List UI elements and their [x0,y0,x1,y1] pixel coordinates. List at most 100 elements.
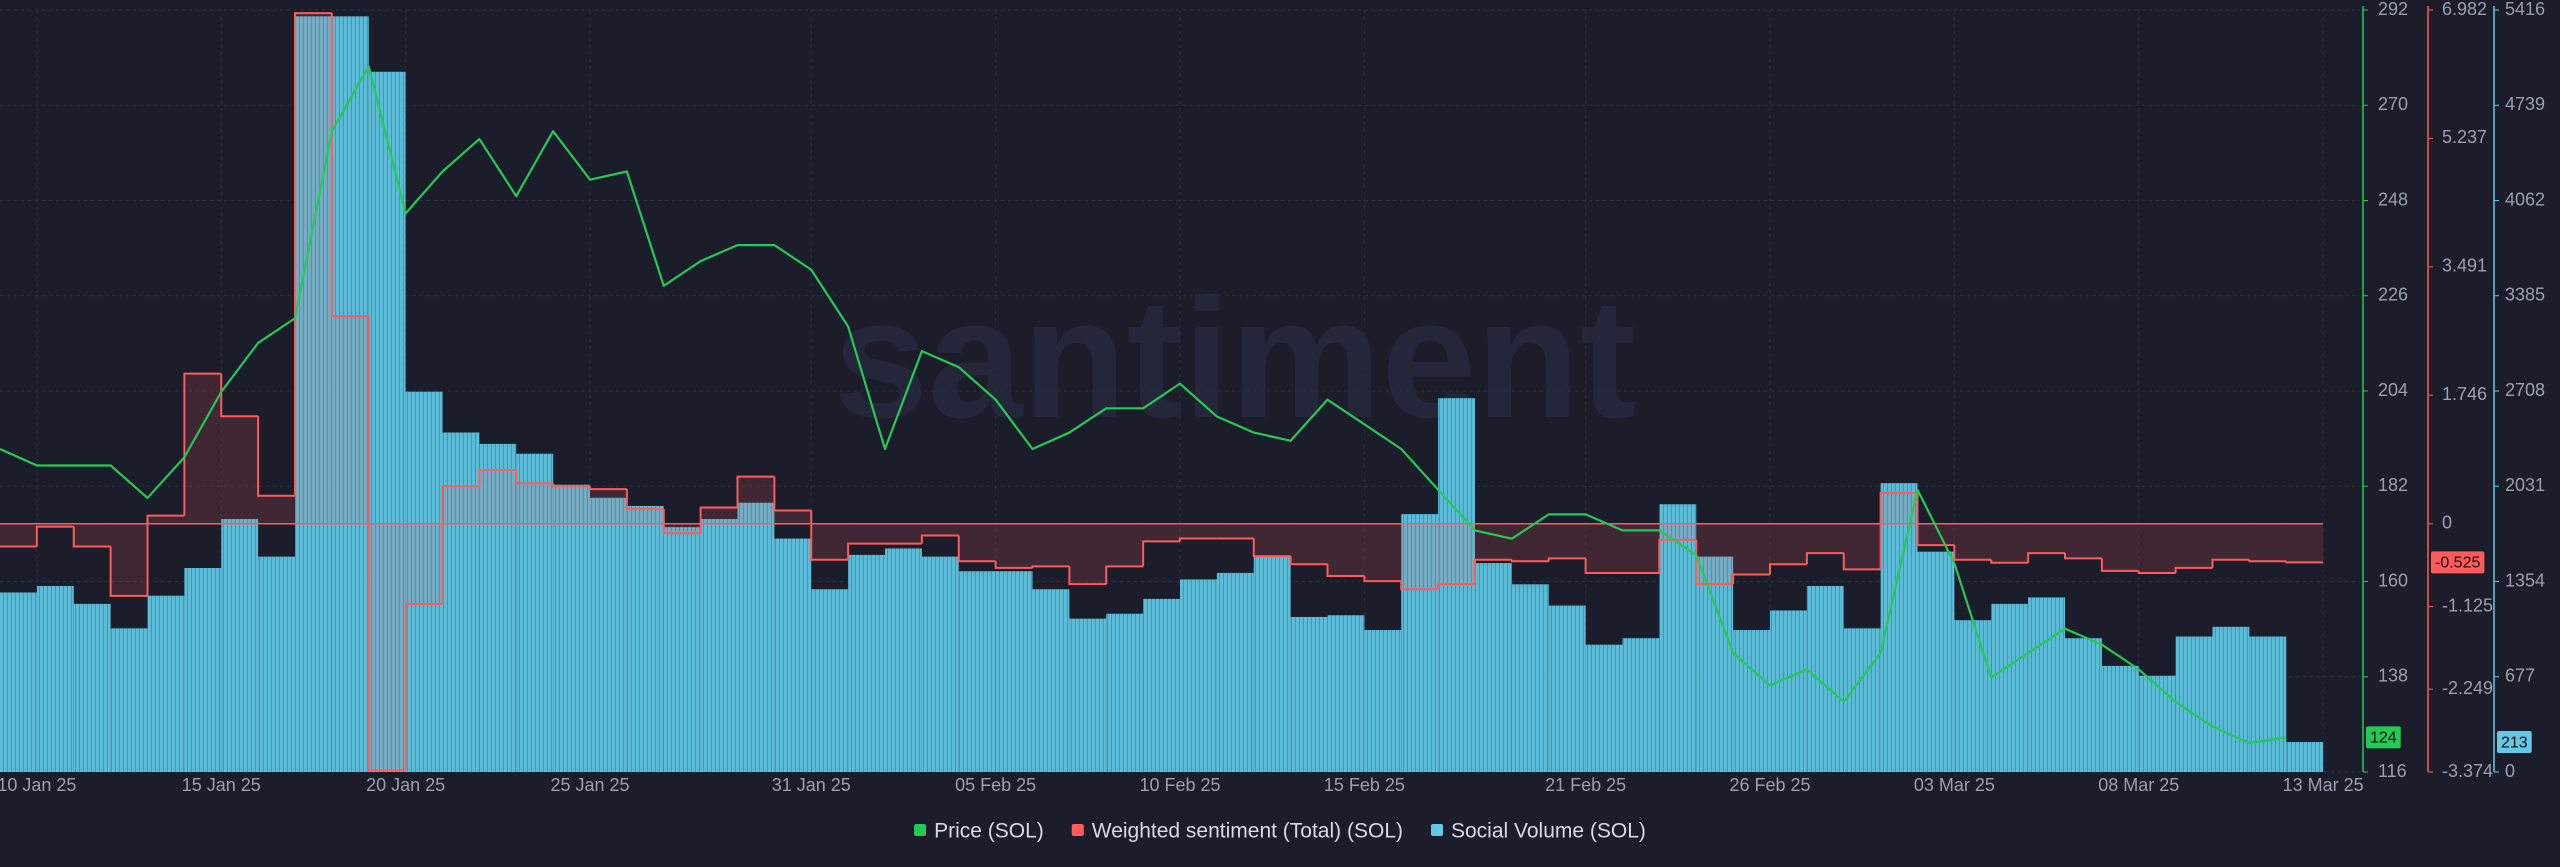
sentiment-area [516,483,554,524]
y-tick-label: 138 [2378,666,2408,686]
x-tick-label: 03 Mar 25 [1914,775,1995,795]
bar-texture [1696,556,1734,772]
bar-texture [221,519,259,772]
sentiment-area [848,523,885,544]
sentiment-step-line [1142,540,1180,567]
sentiment-step-line [1437,583,1475,590]
y-tick-label: -2.249 [2442,678,2493,698]
sentiment-step-line [220,373,259,418]
bar-texture [442,432,480,772]
bar-texture [1917,551,1955,772]
bar-texture [2065,638,2102,772]
bar-texture [1143,598,1180,772]
sentiment-step-line [957,535,996,563]
y-tick-label: 160 [2378,570,2408,590]
sentiment-step [0,12,2324,772]
bar-texture [1585,644,1623,772]
sentiment-step-line [810,510,849,561]
sentiment-area [995,523,1033,568]
y-tick-label: 0 [2505,761,2515,781]
sentiment-step-line [1068,566,1107,586]
sentiment-area [2175,523,2213,568]
sentiment-step-line [35,525,74,547]
y-tick-label: 5.237 [2442,127,2487,147]
price-line [0,65,2287,745]
bar-texture [1327,615,1365,772]
sentiment-area [2028,523,2065,554]
last-value-badge: -0.525 [2431,551,2485,574]
bar-texture [1475,563,1512,772]
sentiment-area [1659,523,1697,540]
legend-swatch [914,824,927,836]
sentiment-step-line [330,13,369,318]
legend-label: Social Volume (SOL) [1451,820,1646,843]
y-tick-label: 204 [2378,380,2408,400]
bar-texture [1180,579,1217,772]
sentiment-area [1438,523,1475,585]
sentiment-step-line [847,542,885,560]
sentiment-step-line [1179,537,1217,542]
sentiment-area [442,486,480,524]
sentiment-area [737,476,775,524]
bar-texture [2249,636,2287,772]
sentiment-step-line [920,534,959,544]
bar-texture [1364,630,1402,772]
sentiment-step-line [2027,552,2065,563]
bar-texture [811,589,849,772]
sentiment-step-line [1916,492,1955,547]
legend-label: Price (SOL) [934,820,1044,843]
badge-box [2366,726,2401,749]
sentiment-step-line [478,469,517,487]
sentiment-area [368,523,406,771]
sentiment-area [663,523,701,534]
bar-texture [73,603,111,772]
sentiment-area [221,416,259,524]
badge-box [2497,731,2532,754]
sentiment-step-line [1547,557,1586,562]
sentiment-step-line [1990,559,2029,564]
bar-texture [2175,636,2213,772]
badge-label: -0.525 [2435,555,2480,572]
y-tick-label: 3385 [2505,285,2545,305]
bar-texture [36,586,74,772]
sentiment-step-line [257,416,295,497]
sentiment-step-line [2285,561,2324,564]
sentiment-area [2249,523,2287,562]
sentiment-area [700,507,738,524]
sentiment-area [1954,523,1992,560]
sentiment-area [1585,523,1623,574]
bar-texture [848,554,885,772]
bar-texture [479,443,517,772]
bar-texture [1069,618,1107,772]
bar-texture [1733,630,1770,772]
y-tick-label: 2708 [2505,380,2545,400]
sentiment-area [1511,523,1549,562]
bar-texture [1106,613,1144,772]
bar-texture [663,527,701,772]
x-tick-label: 13 Mar 25 [2283,775,2364,795]
x-tick-label: 15 Feb 25 [1324,775,1405,795]
bar-texture [2286,742,2324,772]
sentiment-area [1327,523,1365,576]
bar-texture [0,592,37,772]
sentiment-area [1106,523,1144,567]
y-tick-label: 3.491 [2442,256,2487,276]
sentiment-area [811,523,849,560]
bar-texture [1032,589,1070,772]
sentiment-area [1216,523,1254,539]
bar-texture [885,548,922,772]
bar-texture [958,571,996,772]
sentiment-area [1622,523,1660,574]
bar-texture [1659,504,1697,772]
sentiment-step-line [146,514,185,596]
sentiment-step-line [1879,491,1918,570]
sentiment-area [0,523,37,547]
sentiment-step-line [1732,573,1770,585]
sentiment-area [479,470,517,524]
y-tick-label: 5416 [2505,0,2545,19]
legend-swatch [1071,824,1084,836]
bar-texture [184,567,222,772]
sentiment-area [1364,523,1402,582]
bar-texture [1511,584,1549,772]
bar-texture [1806,586,1844,772]
